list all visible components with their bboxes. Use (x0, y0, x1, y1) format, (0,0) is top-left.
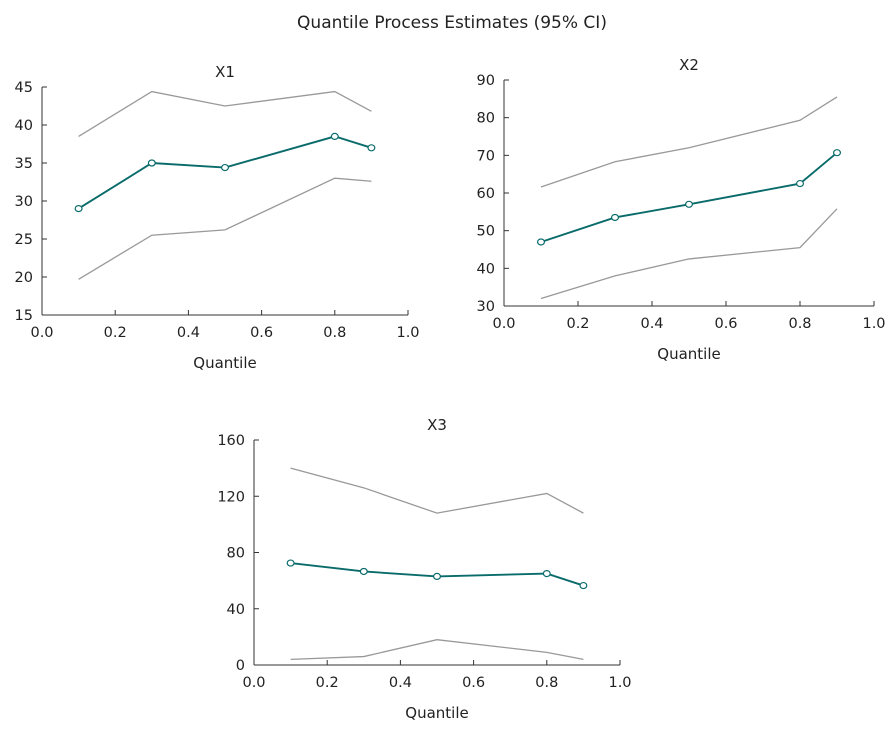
x-tick-label: 0.2 (104, 325, 127, 341)
y-tick-label: 30 (477, 299, 495, 315)
x-tick-label: 0.4 (177, 325, 200, 341)
estimate-point (359, 567, 368, 576)
estimate-point (684, 200, 693, 208)
x-axis-label: Quantile (405, 704, 468, 722)
lower-ci-line (78, 177, 372, 280)
x-tick-label: 0.6 (462, 675, 485, 691)
x-axis-label: Quantile (193, 354, 256, 372)
x-tick-label: 0.4 (389, 675, 412, 691)
x-tick-label: 0.6 (714, 316, 737, 332)
y-tick-label: 35 (15, 156, 33, 172)
panel-title: X1 (215, 63, 235, 81)
x-tick-label: 0.0 (242, 675, 265, 691)
estimate-point (795, 179, 804, 188)
x-tick-label: 1.0 (396, 325, 419, 341)
y-tick-label: 15 (15, 308, 33, 324)
x-tick-label: 1.0 (608, 675, 631, 691)
x-tick-label: 1.0 (862, 316, 885, 332)
estimate-point (832, 149, 841, 157)
estimate-line (540, 151, 838, 243)
y-tick-label: 40 (15, 118, 33, 134)
y-tick-label: 70 (477, 148, 495, 164)
y-tick-label: 80 (227, 546, 245, 562)
x-tick-label: 0.8 (788, 316, 811, 332)
y-tick-label: 120 (217, 489, 245, 505)
y-tick-label: 60 (477, 186, 495, 202)
figure-title: Quantile Process Estimates (95% CI) (297, 13, 607, 33)
estimate-point (221, 163, 230, 172)
upper-ci-line (78, 90, 372, 137)
panel-title: X3 (427, 416, 447, 434)
y-tick-label: 160 (217, 433, 245, 449)
upper-ci-line (290, 467, 584, 514)
lower-ci-line (540, 208, 838, 300)
x-tick-label: 0.6 (250, 325, 273, 341)
y-tick-label: 50 (477, 224, 495, 240)
estimate-point (433, 572, 442, 581)
upper-ci-line (540, 96, 838, 188)
x-tick-label: 0.0 (30, 325, 53, 341)
estimate-point (579, 581, 588, 590)
y-tick-label: 25 (15, 232, 33, 248)
estimate-point (147, 159, 156, 167)
y-tick-label: 90 (477, 73, 495, 89)
x-tick-label: 0.0 (492, 316, 515, 332)
y-tick-label: 0 (236, 658, 245, 674)
x-tick-label: 0.8 (535, 675, 558, 691)
estimate-line (78, 135, 372, 210)
y-tick-label: 30 (15, 194, 33, 210)
x-tick-label: 0.2 (566, 316, 589, 332)
estimate-point (367, 144, 376, 152)
y-tick-label: 20 (15, 270, 33, 286)
panel-x2: X2 0.0 0.2 0.4 0.6 0.8 1.0 30 40 50 60 70 80 90 Quanti… (477, 56, 886, 363)
estimate-point (74, 205, 83, 213)
estimate-point (330, 132, 339, 140)
lower-ci-line (290, 639, 584, 661)
panel-x3: X3 0.0 0.2 0.4 0.6 0.8 1.0 0 40 80 120 160 Quantile (217, 416, 631, 722)
estimate-point (610, 213, 619, 222)
x-tick-label: 0.4 (640, 316, 663, 332)
panel-x1: X1 0.0 0.2 0.4 0.6 0.8 1.0 15 20 25 30 35 40 45 Quanti… (15, 63, 420, 372)
estimate-point (286, 559, 295, 567)
y-tick-label: 45 (15, 80, 33, 96)
panel-title: X2 (679, 56, 699, 74)
x-axis-label: Quantile (657, 345, 720, 363)
x-tick-label: 0.2 (316, 675, 339, 691)
estimate-point (536, 238, 545, 246)
estimate-point (542, 569, 551, 578)
y-tick-label: 40 (477, 261, 495, 277)
y-tick-label: 80 (477, 111, 495, 127)
y-tick-label: 40 (227, 602, 245, 618)
x-tick-label: 0.8 (323, 325, 346, 341)
